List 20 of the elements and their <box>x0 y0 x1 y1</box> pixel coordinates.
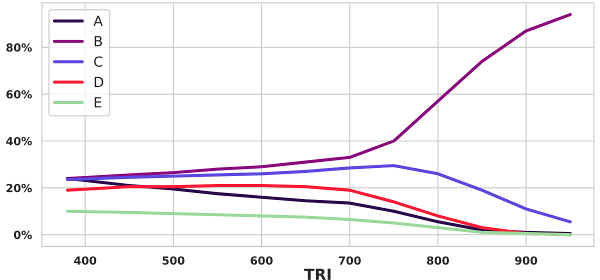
x-tick-label: 800 <box>427 256 449 265</box>
legend-label: D <box>94 76 104 88</box>
y-tick-label: 0% <box>14 230 32 240</box>
x-tick-label: 600 <box>250 256 273 265</box>
line-series <box>66 12 572 180</box>
line-series <box>66 164 572 224</box>
x-axis-title: TRI <box>304 268 331 280</box>
x-tick-label: 700 <box>338 256 361 265</box>
y-tick-label: 40% <box>6 136 32 146</box>
x-tick-label: 400 <box>74 256 96 265</box>
line-series <box>66 210 572 236</box>
y-tick-label: 80% <box>6 43 32 52</box>
y-tick-label: 20% <box>6 184 32 192</box>
legend-label: C <box>94 56 102 67</box>
x-tick-label: 500 <box>162 256 184 265</box>
y-tick-label: 60% <box>6 90 32 99</box>
x-tick-label: 900 <box>515 256 538 265</box>
legend-label: E <box>94 97 102 108</box>
legend-label: B <box>94 36 102 46</box>
legend-label: A <box>93 16 103 26</box>
